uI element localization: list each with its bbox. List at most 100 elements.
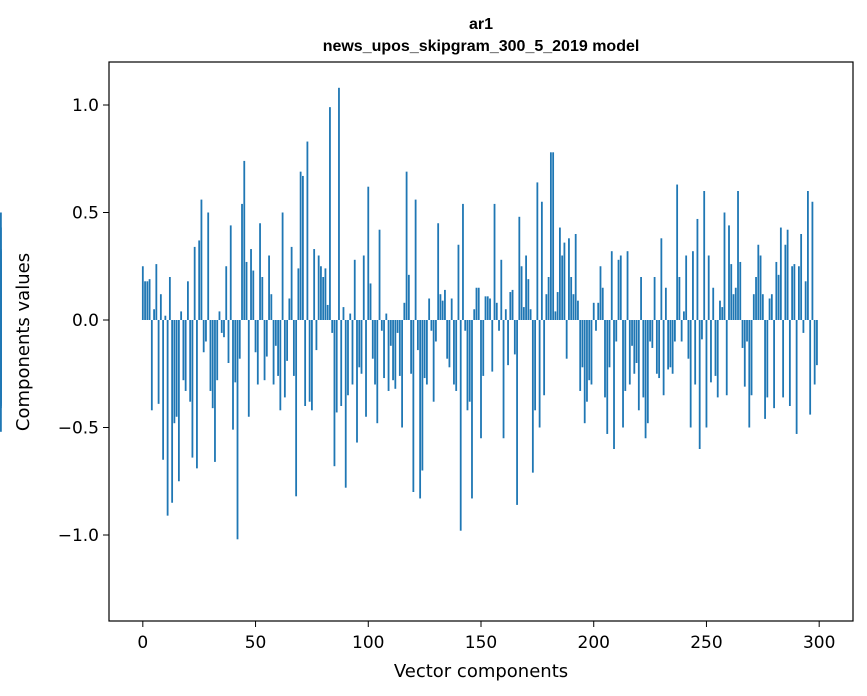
bar-4 xyxy=(150,320,153,411)
bar-120 xyxy=(412,320,415,492)
bar-278 xyxy=(768,298,771,320)
bar-189 xyxy=(568,238,570,320)
bar-91 xyxy=(347,320,349,396)
bar-undefined xyxy=(0,227,2,320)
bar-132 xyxy=(439,294,442,320)
bar-74 xyxy=(308,320,311,402)
bar-24 xyxy=(196,320,198,469)
bar-104 xyxy=(376,320,379,424)
bar-164 xyxy=(511,289,514,320)
x-tick-label: 300 xyxy=(803,633,835,653)
bar-263 xyxy=(734,287,737,320)
bar-116 xyxy=(403,302,406,320)
bar-252 xyxy=(710,320,712,383)
bar-216 xyxy=(628,320,631,385)
bar-261 xyxy=(730,264,733,320)
bar-239 xyxy=(680,320,683,342)
y-axis-label: Components values xyxy=(13,253,34,431)
bar-225 xyxy=(649,320,651,342)
bar-8 xyxy=(159,294,162,320)
bar-152 xyxy=(484,296,487,320)
bar-7 xyxy=(157,320,160,404)
bar-113 xyxy=(396,320,399,333)
bar-171 xyxy=(527,279,530,320)
bar-58 xyxy=(272,320,275,385)
bar-224 xyxy=(646,320,649,424)
bar-283 xyxy=(779,227,782,320)
bar-51 xyxy=(256,320,259,385)
bar-147 xyxy=(473,309,476,320)
bar-14 xyxy=(173,320,176,424)
bar-209 xyxy=(613,320,615,449)
bar-203 xyxy=(599,266,602,320)
x-tick-label: 150 xyxy=(465,633,497,653)
bar-186 xyxy=(561,255,564,320)
bar-195 xyxy=(581,320,584,368)
bar-204 xyxy=(601,287,604,320)
bar-223 xyxy=(644,320,647,439)
bar-29 xyxy=(207,212,210,320)
bar-23 xyxy=(193,246,196,320)
bar-82 xyxy=(326,304,329,320)
bar-258 xyxy=(723,212,726,320)
bar-232 xyxy=(664,287,667,320)
bar-256 xyxy=(719,300,721,320)
bar-67 xyxy=(292,320,295,376)
bar-73 xyxy=(306,141,309,320)
bar-255 xyxy=(716,320,719,398)
bar-106 xyxy=(380,320,383,331)
bar-190 xyxy=(570,277,573,320)
bar-87 xyxy=(338,87,340,320)
bar-180 xyxy=(547,277,550,320)
bar-49 xyxy=(252,270,255,320)
bar-93 xyxy=(351,320,354,385)
bar-33 xyxy=(216,320,219,381)
bar-18 xyxy=(182,320,185,381)
bar-151 xyxy=(482,320,485,376)
bar-253 xyxy=(712,287,715,320)
bar-168 xyxy=(520,266,523,320)
bar-272 xyxy=(755,277,757,320)
bar-193 xyxy=(577,300,579,320)
bar-undefined xyxy=(0,296,2,320)
bar-31 xyxy=(211,320,214,409)
bar-197 xyxy=(586,320,588,402)
bar-19 xyxy=(184,320,187,391)
bar-56 xyxy=(268,255,270,320)
x-tick-label: 250 xyxy=(690,633,722,653)
y-tick-label: 1.0 xyxy=(72,96,99,116)
x-axis-ticks: 0 50 100 150 200 250 300 xyxy=(137,621,835,653)
bar-72 xyxy=(304,320,307,406)
bar-238 xyxy=(678,277,681,320)
bar-60 xyxy=(277,320,279,376)
x-tick-label: 50 xyxy=(245,633,267,653)
bar-85 xyxy=(333,320,336,467)
bar-265 xyxy=(739,261,742,320)
bar-101 xyxy=(369,283,372,320)
bar-153 xyxy=(486,296,489,320)
bar-140 xyxy=(457,244,460,320)
bar-295 xyxy=(807,191,809,320)
bar-174 xyxy=(534,320,537,411)
bar-206 xyxy=(606,320,609,434)
bar-108 xyxy=(385,313,388,320)
bar-170 xyxy=(525,255,527,320)
bar-107 xyxy=(383,320,385,379)
bar-187 xyxy=(563,242,566,320)
bar-43 xyxy=(238,320,241,359)
bar-146 xyxy=(471,320,473,499)
bar-115 xyxy=(401,320,403,428)
bar-78 xyxy=(317,255,320,320)
bar-54 xyxy=(263,320,266,381)
bar-71 xyxy=(301,175,304,320)
bar-46 xyxy=(245,261,248,320)
bar-154 xyxy=(489,298,491,320)
bar-275 xyxy=(761,294,764,320)
bar-294 xyxy=(804,281,807,320)
bar-231 xyxy=(662,320,665,396)
bar-75 xyxy=(311,320,313,411)
bar-1 xyxy=(144,281,146,320)
bar-129 xyxy=(432,320,435,402)
bar-95 xyxy=(356,320,358,443)
bar-212 xyxy=(619,255,622,320)
